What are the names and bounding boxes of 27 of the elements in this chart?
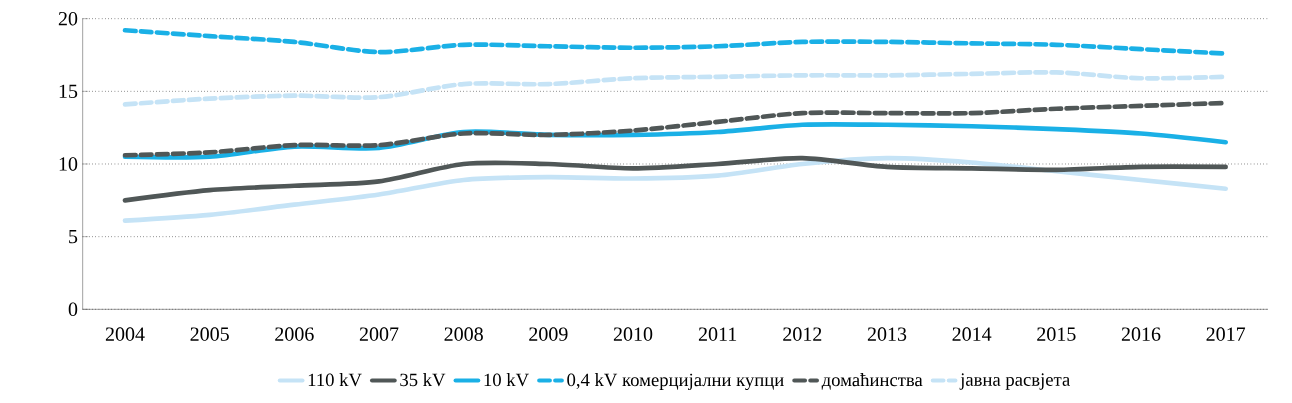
legend-label: домаћинства bbox=[821, 373, 923, 390]
legend-label: 110 kV bbox=[308, 373, 362, 387]
x-tick-label: 2012 bbox=[783, 327, 822, 342]
x-tick-label: 2011 bbox=[698, 327, 737, 342]
legend-label: 10 kV bbox=[484, 373, 529, 387]
x-tick-label: 2008 bbox=[444, 327, 483, 342]
y-tick-label: 20 bbox=[58, 12, 78, 26]
y-tick-label: 5 bbox=[69, 230, 78, 244]
x-tick-label: 2010 bbox=[613, 327, 653, 342]
x-tick-label: 2005 bbox=[190, 327, 229, 342]
y-tick-label: 15 bbox=[59, 84, 78, 99]
x-tick-label: 2013 bbox=[867, 327, 907, 342]
x-tick-label: 2016 bbox=[1121, 327, 1161, 342]
legend-label: 35 kV bbox=[400, 373, 446, 387]
y-tick-label: 10 bbox=[59, 157, 78, 171]
line-series bbox=[122, 156, 1229, 224]
x-tick-label: 2006 bbox=[275, 327, 314, 342]
x-tick-label: 2007 bbox=[359, 327, 399, 342]
y-tick-label: 0 bbox=[68, 302, 78, 317]
legend-label: јавна расвјета bbox=[959, 373, 1070, 390]
x-tick-label: 2017 bbox=[1206, 327, 1246, 342]
x-tick-label: 2009 bbox=[529, 327, 568, 342]
line-series bbox=[122, 156, 1229, 203]
x-tick-label: 2015 bbox=[1037, 327, 1076, 342]
x-tick-label: 2004 bbox=[105, 327, 145, 342]
x-tick-label: 2014 bbox=[952, 327, 992, 342]
legend-label: 0,4 kV комерцијални купци bbox=[567, 373, 784, 391]
